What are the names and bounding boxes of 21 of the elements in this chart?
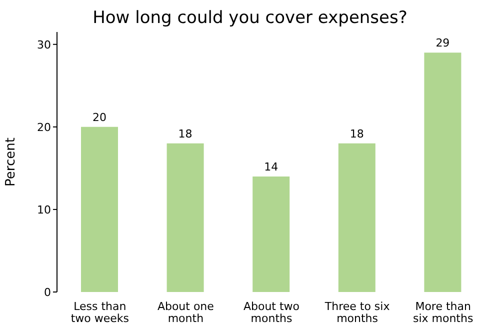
bar — [166, 143, 204, 292]
data-label: 29 — [436, 36, 450, 50]
y-axis-title: Percent — [4, 138, 19, 186]
data-label: 20 — [92, 110, 106, 124]
chart-title: How long could you cover expenses? — [92, 8, 408, 28]
bar — [424, 52, 462, 292]
x-tick-label: About one month — [157, 300, 214, 325]
data-label: 18 — [178, 127, 192, 140]
x-tick-label: Three to six months — [324, 300, 390, 325]
bar — [338, 143, 376, 292]
y-tick-label: 10 — [37, 203, 51, 216]
y-tick-label: 0 — [44, 286, 51, 299]
x-tick-label: More than six months — [412, 300, 474, 325]
x-tick-label: About two months — [243, 300, 300, 325]
x-tick-label: Less than two weeks — [70, 300, 130, 325]
bar — [81, 126, 118, 292]
data-label: 18 — [350, 127, 364, 140]
y-tick-label: 30 — [37, 38, 51, 52]
data-label: 14 — [264, 160, 278, 174]
y-tick-label: 20 — [37, 120, 51, 134]
bar — [252, 176, 290, 292]
